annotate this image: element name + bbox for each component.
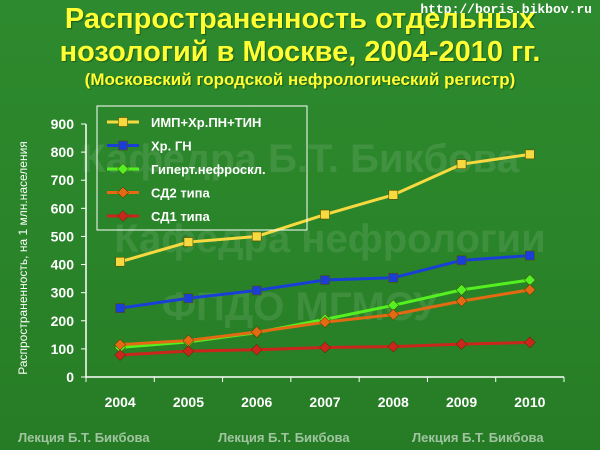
x-tick-label: 2010 [514, 394, 545, 410]
series-4 [115, 284, 536, 350]
legend-entry: ИМП+Хр.ПН+ТИН [107, 115, 261, 130]
data-point [525, 150, 534, 159]
data-point [525, 251, 534, 260]
data-point [252, 232, 261, 241]
data-point [388, 341, 399, 352]
y-tick-label: 900 [51, 116, 75, 132]
data-point [116, 304, 125, 313]
data-point [184, 238, 193, 247]
y-tick-label: 0 [66, 369, 74, 385]
data-point [524, 275, 535, 286]
x-tick-label: 2008 [378, 394, 409, 410]
data-point [321, 276, 330, 285]
legend-entry: СД1 типа [107, 209, 211, 224]
data-point [524, 337, 535, 348]
x-tick-label: 2007 [309, 394, 340, 410]
y-axis-label: Распространенность, на 1 млн.населения [16, 141, 30, 375]
data-point [457, 160, 466, 169]
y-tick-label: 200 [51, 313, 75, 329]
legend-label: Хр. ГН [151, 139, 192, 154]
legend-marker [118, 187, 129, 198]
x-tick-label: 2004 [105, 394, 136, 410]
legend-entry: Гиперт.нефроскл. [107, 162, 266, 177]
legend-entry: Хр. ГН [107, 139, 192, 154]
data-point [115, 350, 126, 361]
data-point [321, 210, 330, 219]
y-tick-label: 100 [51, 341, 75, 357]
legend-label: ИМП+Хр.ПН+ТИН [151, 115, 261, 130]
data-point [251, 327, 262, 338]
data-point [184, 294, 193, 303]
data-point [252, 286, 261, 295]
data-point [388, 309, 399, 320]
data-point [389, 273, 398, 282]
y-tick-label: 800 [51, 144, 75, 160]
chart-legend: ИМП+Хр.ПН+ТИН Хр. ГН Гиперт.нефроскл. СД2 т… [97, 106, 307, 230]
legend-marker [118, 164, 129, 175]
legend-label: СД2 типа [151, 186, 211, 201]
data-point [456, 284, 467, 295]
x-tick-label: 2009 [446, 394, 477, 410]
data-point [456, 296, 467, 307]
legend-label: Гиперт.нефроскл. [151, 162, 266, 177]
data-point [456, 339, 467, 350]
series-2 [116, 251, 535, 313]
legend-marker [119, 118, 128, 127]
legend-marker [118, 211, 129, 222]
data-point [389, 190, 398, 199]
data-point [320, 342, 331, 353]
chart-series [115, 150, 536, 361]
lecture-label-1: Лекция Б.Т. Бикбова [18, 430, 150, 445]
data-point [183, 335, 194, 346]
lecture-label-3: Лекция Б.Т. Бикбова [412, 430, 544, 445]
y-tick-label: 600 [51, 200, 75, 216]
data-point [183, 346, 194, 357]
y-tick-label: 300 [51, 285, 75, 301]
lecture-label-2: Лекция Б.Т. Бикбова [218, 430, 350, 445]
y-tick-label: 500 [51, 228, 75, 244]
y-tick-label: 700 [51, 172, 75, 188]
data-point [524, 284, 535, 295]
legend-entry: СД2 типа [107, 186, 211, 201]
data-point [116, 257, 125, 266]
y-tick-label: 400 [51, 257, 75, 273]
x-tick-label: 2006 [241, 394, 272, 410]
data-point [251, 344, 262, 355]
legend-label: СД1 типа [151, 209, 211, 224]
data-point [457, 256, 466, 265]
x-tick-label: 2005 [173, 394, 204, 410]
legend-marker [119, 141, 128, 150]
